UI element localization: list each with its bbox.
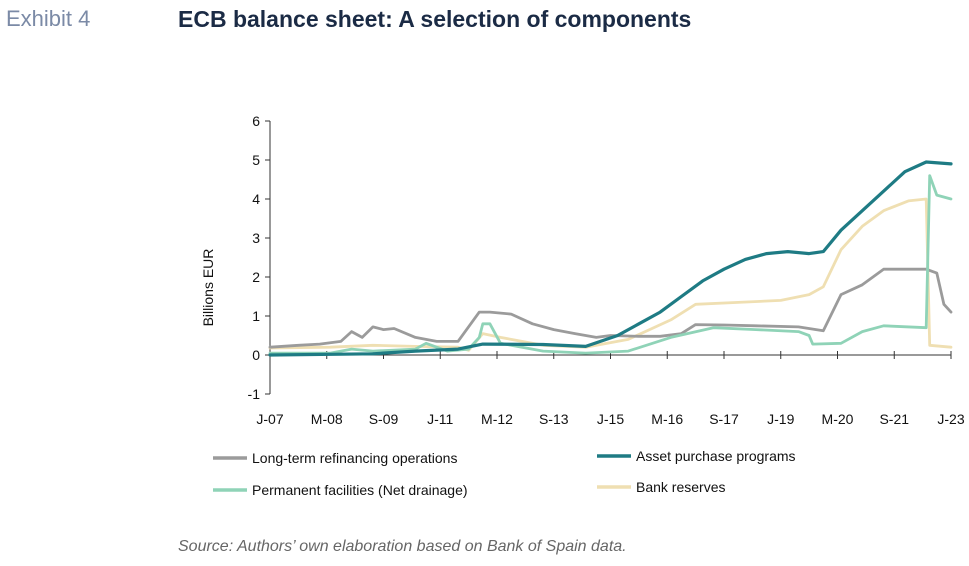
y-axis-label: Billions EUR	[200, 249, 216, 327]
legend-label-pf: Permanent facilities (Net drainage)	[252, 482, 468, 498]
source-note: Source: Authors’ own elaboration based o…	[178, 538, 627, 556]
series-line-ltro	[270, 269, 951, 347]
chart-series	[270, 162, 951, 355]
legend-label-app: Asset purchase programs	[636, 448, 796, 464]
y-tick-label: 1	[252, 308, 260, 324]
y-tick-label: 3	[252, 230, 260, 246]
x-tick-label: S-17	[709, 411, 739, 427]
legend-label-reserves: Bank reserves	[636, 479, 725, 495]
chart-axes: -1 0 1 2 3 4 5 6 J-07 M-08 S-09 J-11 M-12 S-13 J-15 M-1…	[200, 113, 965, 427]
x-tick-label: M-20	[822, 411, 854, 427]
y-tick-label: 6	[252, 113, 260, 129]
x-tick-label: M-12	[481, 411, 513, 427]
y-tick-label: 2	[252, 269, 260, 285]
y-tick-label: 4	[252, 191, 260, 207]
x-tick-label: J-07	[256, 411, 283, 427]
x-tick-label: M-16	[651, 411, 683, 427]
y-tick-label: -1	[248, 386, 261, 402]
y-tick-label: 5	[252, 152, 260, 168]
line-chart: -1 0 1 2 3 4 5 6 J-07 M-08 S-09 J-11 M-12 S-13 J-15 M-1…	[0, 0, 969, 566]
x-tick-label: J-19	[767, 411, 794, 427]
x-tick-label: S-13	[539, 411, 569, 427]
x-tick-label: S-09	[369, 411, 399, 427]
legend-label-ltro: Long-term refinancing operations	[252, 450, 457, 466]
x-tick-label: S-21	[879, 411, 909, 427]
y-tick-label: 0	[252, 347, 260, 363]
chart-legend: Long-term refinancing operations Asset pu…	[213, 448, 796, 498]
x-tick-label: J-23	[937, 411, 964, 427]
x-tick-label: M-08	[311, 411, 343, 427]
x-tick-label: J-15	[597, 411, 624, 427]
x-tick-label: J-11	[427, 411, 453, 427]
